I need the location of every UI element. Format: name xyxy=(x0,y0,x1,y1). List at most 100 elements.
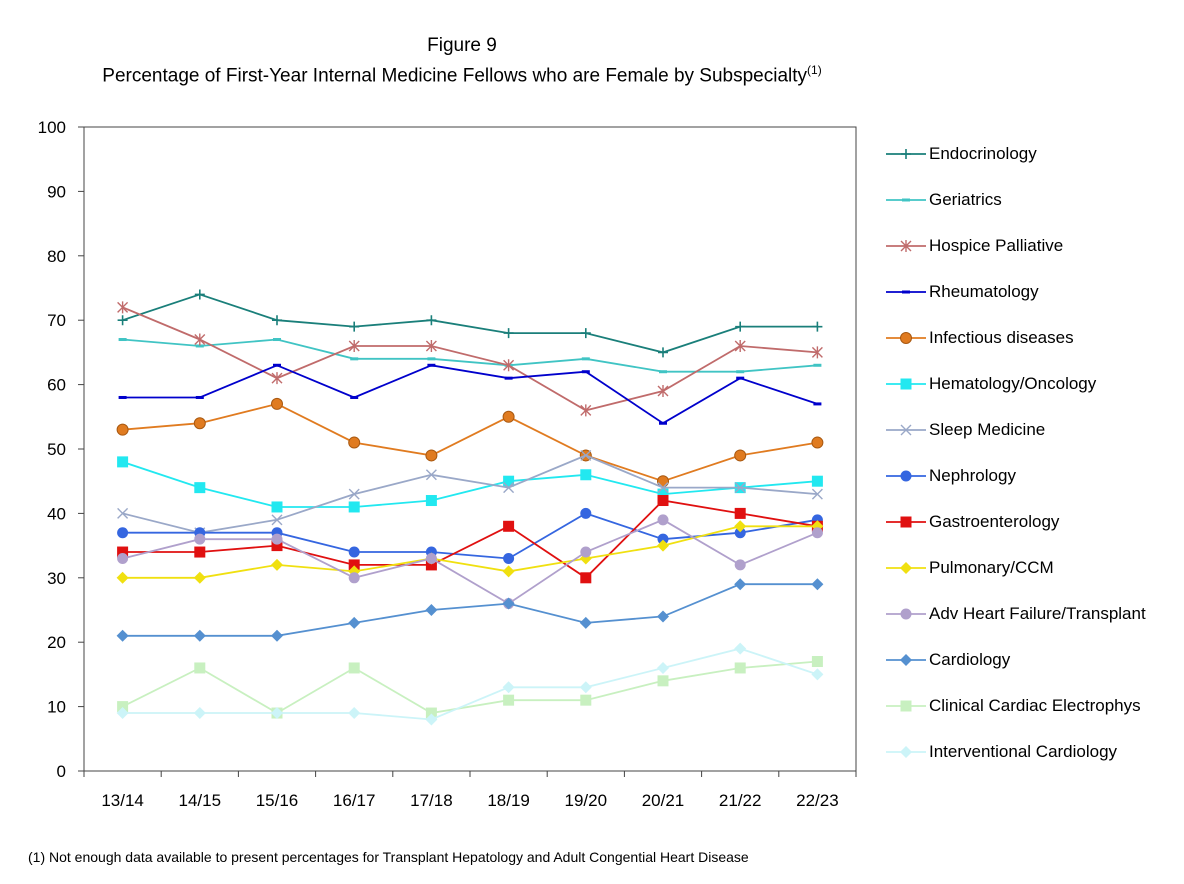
legend-label: Gastroenterology xyxy=(929,512,1060,531)
data-point xyxy=(900,562,912,574)
data-point xyxy=(194,662,206,674)
legend-item: Gastroenterology xyxy=(884,508,1174,536)
data-point xyxy=(900,608,912,620)
data-point xyxy=(734,507,746,519)
footnote: (1) Not enough data available to present… xyxy=(28,849,749,865)
data-point xyxy=(734,662,746,674)
data-point xyxy=(425,449,438,462)
data-point xyxy=(117,301,129,314)
legend-item: Interventional Cardiology xyxy=(884,738,1174,766)
legend-label: Pulmonary/CCM xyxy=(929,558,1054,577)
legend-label: Infectious diseases xyxy=(929,328,1074,347)
data-point xyxy=(734,520,747,533)
y-tick-label: 20 xyxy=(47,633,66,652)
data-point xyxy=(349,321,360,332)
data-point xyxy=(580,328,591,339)
data-point xyxy=(734,578,747,591)
legend-swatch xyxy=(886,470,926,482)
series-3 xyxy=(118,363,822,425)
chart-title-line2: Percentage of First-Year Internal Medici… xyxy=(0,58,924,88)
legend-label: Adv Heart Failure/Transplant xyxy=(929,604,1146,623)
series-9 xyxy=(116,520,824,584)
plot-area-frame xyxy=(83,126,857,772)
data-point xyxy=(503,328,514,339)
legend-swatch xyxy=(886,290,926,294)
legend-item: Nephrology xyxy=(884,462,1174,490)
data-point xyxy=(271,533,283,545)
legend-swatch xyxy=(886,700,926,712)
series-7 xyxy=(117,507,823,564)
series-line xyxy=(122,525,818,579)
series-line xyxy=(122,338,818,373)
data-point xyxy=(504,376,513,380)
data-point xyxy=(348,488,360,500)
legend-item: Clinical Cardiac Electrophys xyxy=(884,692,1174,720)
data-point xyxy=(271,558,283,571)
data-point xyxy=(348,546,360,558)
y-tick-label: 40 xyxy=(47,504,66,523)
data-point xyxy=(273,338,281,342)
data-point xyxy=(117,527,129,539)
data-point xyxy=(193,417,206,430)
legend-item: Adv Heart Failure/Transplant xyxy=(884,600,1174,628)
data-point xyxy=(734,527,746,539)
data-point xyxy=(811,578,824,591)
y-tick-label: 0 xyxy=(57,762,66,781)
data-point xyxy=(195,344,204,348)
data-point xyxy=(657,675,669,687)
series-line xyxy=(122,402,818,483)
data-point xyxy=(116,423,129,436)
data-point xyxy=(503,475,515,487)
chart-series-lines xyxy=(116,289,824,726)
data-point xyxy=(901,149,911,159)
chart-axes: 0 10 20 30 40 50 60 70 80 90 100 13/14 14/15 15/16 16/… xyxy=(38,118,857,810)
data-point xyxy=(502,681,515,694)
data-point xyxy=(117,701,129,713)
series-line xyxy=(122,583,818,637)
data-point xyxy=(193,707,206,720)
data-point xyxy=(900,424,912,436)
legend-item: Pulmonary/CCM xyxy=(884,554,1174,582)
legend-swatch xyxy=(886,149,926,159)
legend-swatch xyxy=(886,608,926,620)
data-point xyxy=(580,507,592,519)
legend-item: Cardiology xyxy=(884,646,1174,674)
data-point xyxy=(348,339,360,352)
data-point xyxy=(811,488,823,500)
data-point xyxy=(271,540,283,552)
series-line xyxy=(122,660,818,715)
data-point xyxy=(811,475,823,487)
data-point xyxy=(502,565,515,578)
series-line xyxy=(122,293,818,354)
data-point xyxy=(811,527,823,539)
data-point xyxy=(194,533,206,545)
data-point xyxy=(734,482,746,494)
legend-swatch xyxy=(886,332,926,344)
series-line xyxy=(122,512,818,560)
data-point xyxy=(580,404,592,417)
series-11 xyxy=(116,578,824,642)
data-point xyxy=(271,397,283,410)
data-point xyxy=(900,332,912,344)
data-point xyxy=(271,629,283,642)
data-point xyxy=(348,662,360,674)
data-point xyxy=(900,470,912,482)
data-point xyxy=(902,290,910,294)
data-point xyxy=(503,482,515,494)
data-point xyxy=(657,495,669,507)
y-tick-label: 90 xyxy=(47,182,66,201)
legend-swatch xyxy=(886,562,926,574)
series-13 xyxy=(116,642,824,726)
y-tick-label: 60 xyxy=(47,376,66,395)
series-10 xyxy=(117,514,823,610)
data-point xyxy=(580,449,592,461)
data-point xyxy=(194,482,206,494)
series-2 xyxy=(117,301,823,417)
data-point xyxy=(581,357,590,361)
data-point xyxy=(736,370,745,374)
series-line xyxy=(122,518,818,605)
data-point xyxy=(657,661,669,674)
data-point xyxy=(812,321,823,332)
y-tick-label: 10 xyxy=(47,698,66,717)
x-tick-label: 15/16 xyxy=(256,791,299,810)
